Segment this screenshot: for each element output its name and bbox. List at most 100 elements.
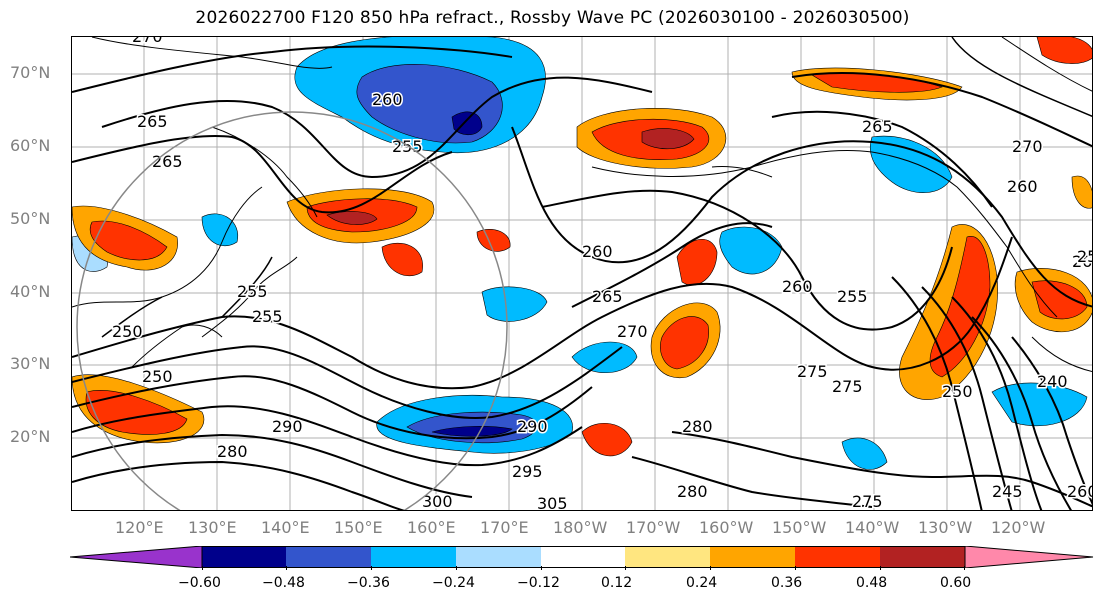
colorbar-tick-label: 0.12	[601, 575, 633, 591]
negative-anomaly-region	[431, 426, 513, 437]
colorbar-outline	[201, 546, 966, 568]
contour-label: 275	[797, 362, 828, 381]
colorbar-segment	[710, 546, 795, 568]
contour-label: 260	[1067, 482, 1093, 501]
negative-anomaly-region	[719, 226, 783, 275]
positive-anomaly-region	[1031, 280, 1088, 320]
colorbar-tick-mark	[286, 566, 287, 570]
contour-label: 250	[942, 382, 973, 401]
colorbar-segment	[371, 546, 456, 568]
latitude-label: 40°N	[10, 282, 51, 301]
colorbar-segment	[880, 546, 965, 568]
contour-label: 245	[992, 482, 1023, 501]
positive-anomaly-region	[89, 220, 168, 261]
contour-line	[671, 431, 1092, 508]
contour-label: 265	[137, 112, 168, 131]
contour-line	[72, 236, 1013, 390]
colorbar-tick-mark	[625, 566, 626, 570]
colorbar-segment	[541, 546, 625, 568]
colorbar-tick-label: 0.36	[771, 575, 803, 591]
longitude-label: 170°W	[626, 518, 681, 537]
contour-line	[971, 316, 1072, 510]
contour-label: 280	[682, 417, 713, 436]
longitude-label: 140°E	[261, 518, 310, 537]
colorbar-segment	[795, 546, 880, 568]
longitude-label: 170°E	[480, 518, 529, 537]
contour-label: 260	[1007, 177, 1038, 196]
longitude-label: 160°E	[407, 518, 456, 537]
coastline	[91, 37, 333, 69]
contour-label: 265	[592, 287, 623, 306]
contour-line	[511, 126, 1092, 308]
positive-anomaly-region	[476, 228, 511, 252]
map-canvas: 2702652602552652552502552502602802903002…	[72, 37, 1093, 511]
colorbar-tick-mark	[710, 566, 711, 570]
region-circle	[76, 111, 508, 510]
contour-line	[891, 276, 983, 510]
contour-line	[72, 460, 406, 510]
colorbar-tick-label: −0.36	[347, 575, 390, 591]
map-panel: 2702652602552652552502552502602802903002…	[71, 36, 1093, 511]
contour-line	[72, 345, 623, 419]
colorbar-tick-label: −0.24	[432, 575, 475, 591]
colorbar-tick-label: −0.12	[517, 575, 560, 591]
longitude-label: 120°W	[991, 518, 1046, 537]
latitude-label: 50°N	[10, 209, 51, 228]
coastline	[1031, 336, 1092, 373]
contour-label: 290	[272, 417, 303, 436]
contour-label: 260	[582, 242, 613, 261]
coastline	[72, 186, 263, 308]
positive-anomaly-region	[581, 423, 633, 457]
contour-label: 240	[1037, 372, 1068, 391]
contour-line	[101, 76, 653, 179]
contour-label: 295	[512, 462, 543, 481]
contour-line	[101, 296, 163, 338]
contour-label: 290	[517, 417, 548, 436]
coastline	[871, 151, 1058, 318]
colorbar-tick-mark	[964, 566, 965, 570]
coastline	[711, 166, 773, 178]
coastline	[211, 126, 318, 218]
contour-label: 270	[617, 322, 648, 341]
latitude-label: 60°N	[10, 136, 51, 155]
longitude-label: 130°E	[188, 518, 237, 537]
contour-label: 270	[1012, 137, 1043, 156]
contour-label: 255	[1077, 247, 1093, 266]
longitude-label: 150°E	[334, 518, 383, 537]
contour-label: 265	[152, 152, 183, 171]
contour-line	[72, 433, 473, 498]
contour-label: 280	[677, 482, 708, 501]
negative-anomaly-region	[201, 213, 239, 247]
latitude-label: 30°N	[10, 354, 51, 373]
contour-line	[921, 286, 1013, 510]
colorbar-extend-max	[964, 546, 1094, 568]
contour-label: 305	[537, 494, 568, 511]
latitude-label: 20°N	[10, 427, 51, 446]
colorbar	[70, 546, 1094, 568]
contour-label: 275	[852, 492, 883, 511]
colorbar-tick-label: −0.60	[178, 575, 221, 591]
contour-label: 255	[252, 307, 283, 326]
negative-anomaly-region	[841, 437, 888, 470]
colorbar-segment	[286, 546, 371, 568]
contour-label: 270	[132, 37, 163, 46]
coastline	[1001, 37, 1092, 92]
contour-label: 260	[372, 90, 403, 109]
contour-label: 275	[832, 377, 863, 396]
colorbar-tick-label: −0.48	[262, 575, 305, 591]
contour-line	[951, 37, 1092, 117]
contour-label: 255	[237, 282, 268, 301]
longitude-label: 150°W	[772, 518, 827, 537]
contour-label: 300	[422, 492, 453, 511]
coastline	[131, 324, 223, 368]
negative-anomaly-region	[481, 286, 548, 322]
contour-label: 260	[782, 277, 813, 296]
contour-label: 255	[837, 287, 868, 306]
colorbar-tick-mark	[880, 566, 881, 570]
longitude-label: 160°W	[699, 518, 754, 537]
colorbar-tick-mark	[456, 566, 457, 570]
positive-anomaly-region	[381, 242, 423, 277]
positive-anomaly-region	[660, 316, 709, 370]
contour-line	[541, 189, 953, 331]
contour-line	[631, 456, 873, 508]
